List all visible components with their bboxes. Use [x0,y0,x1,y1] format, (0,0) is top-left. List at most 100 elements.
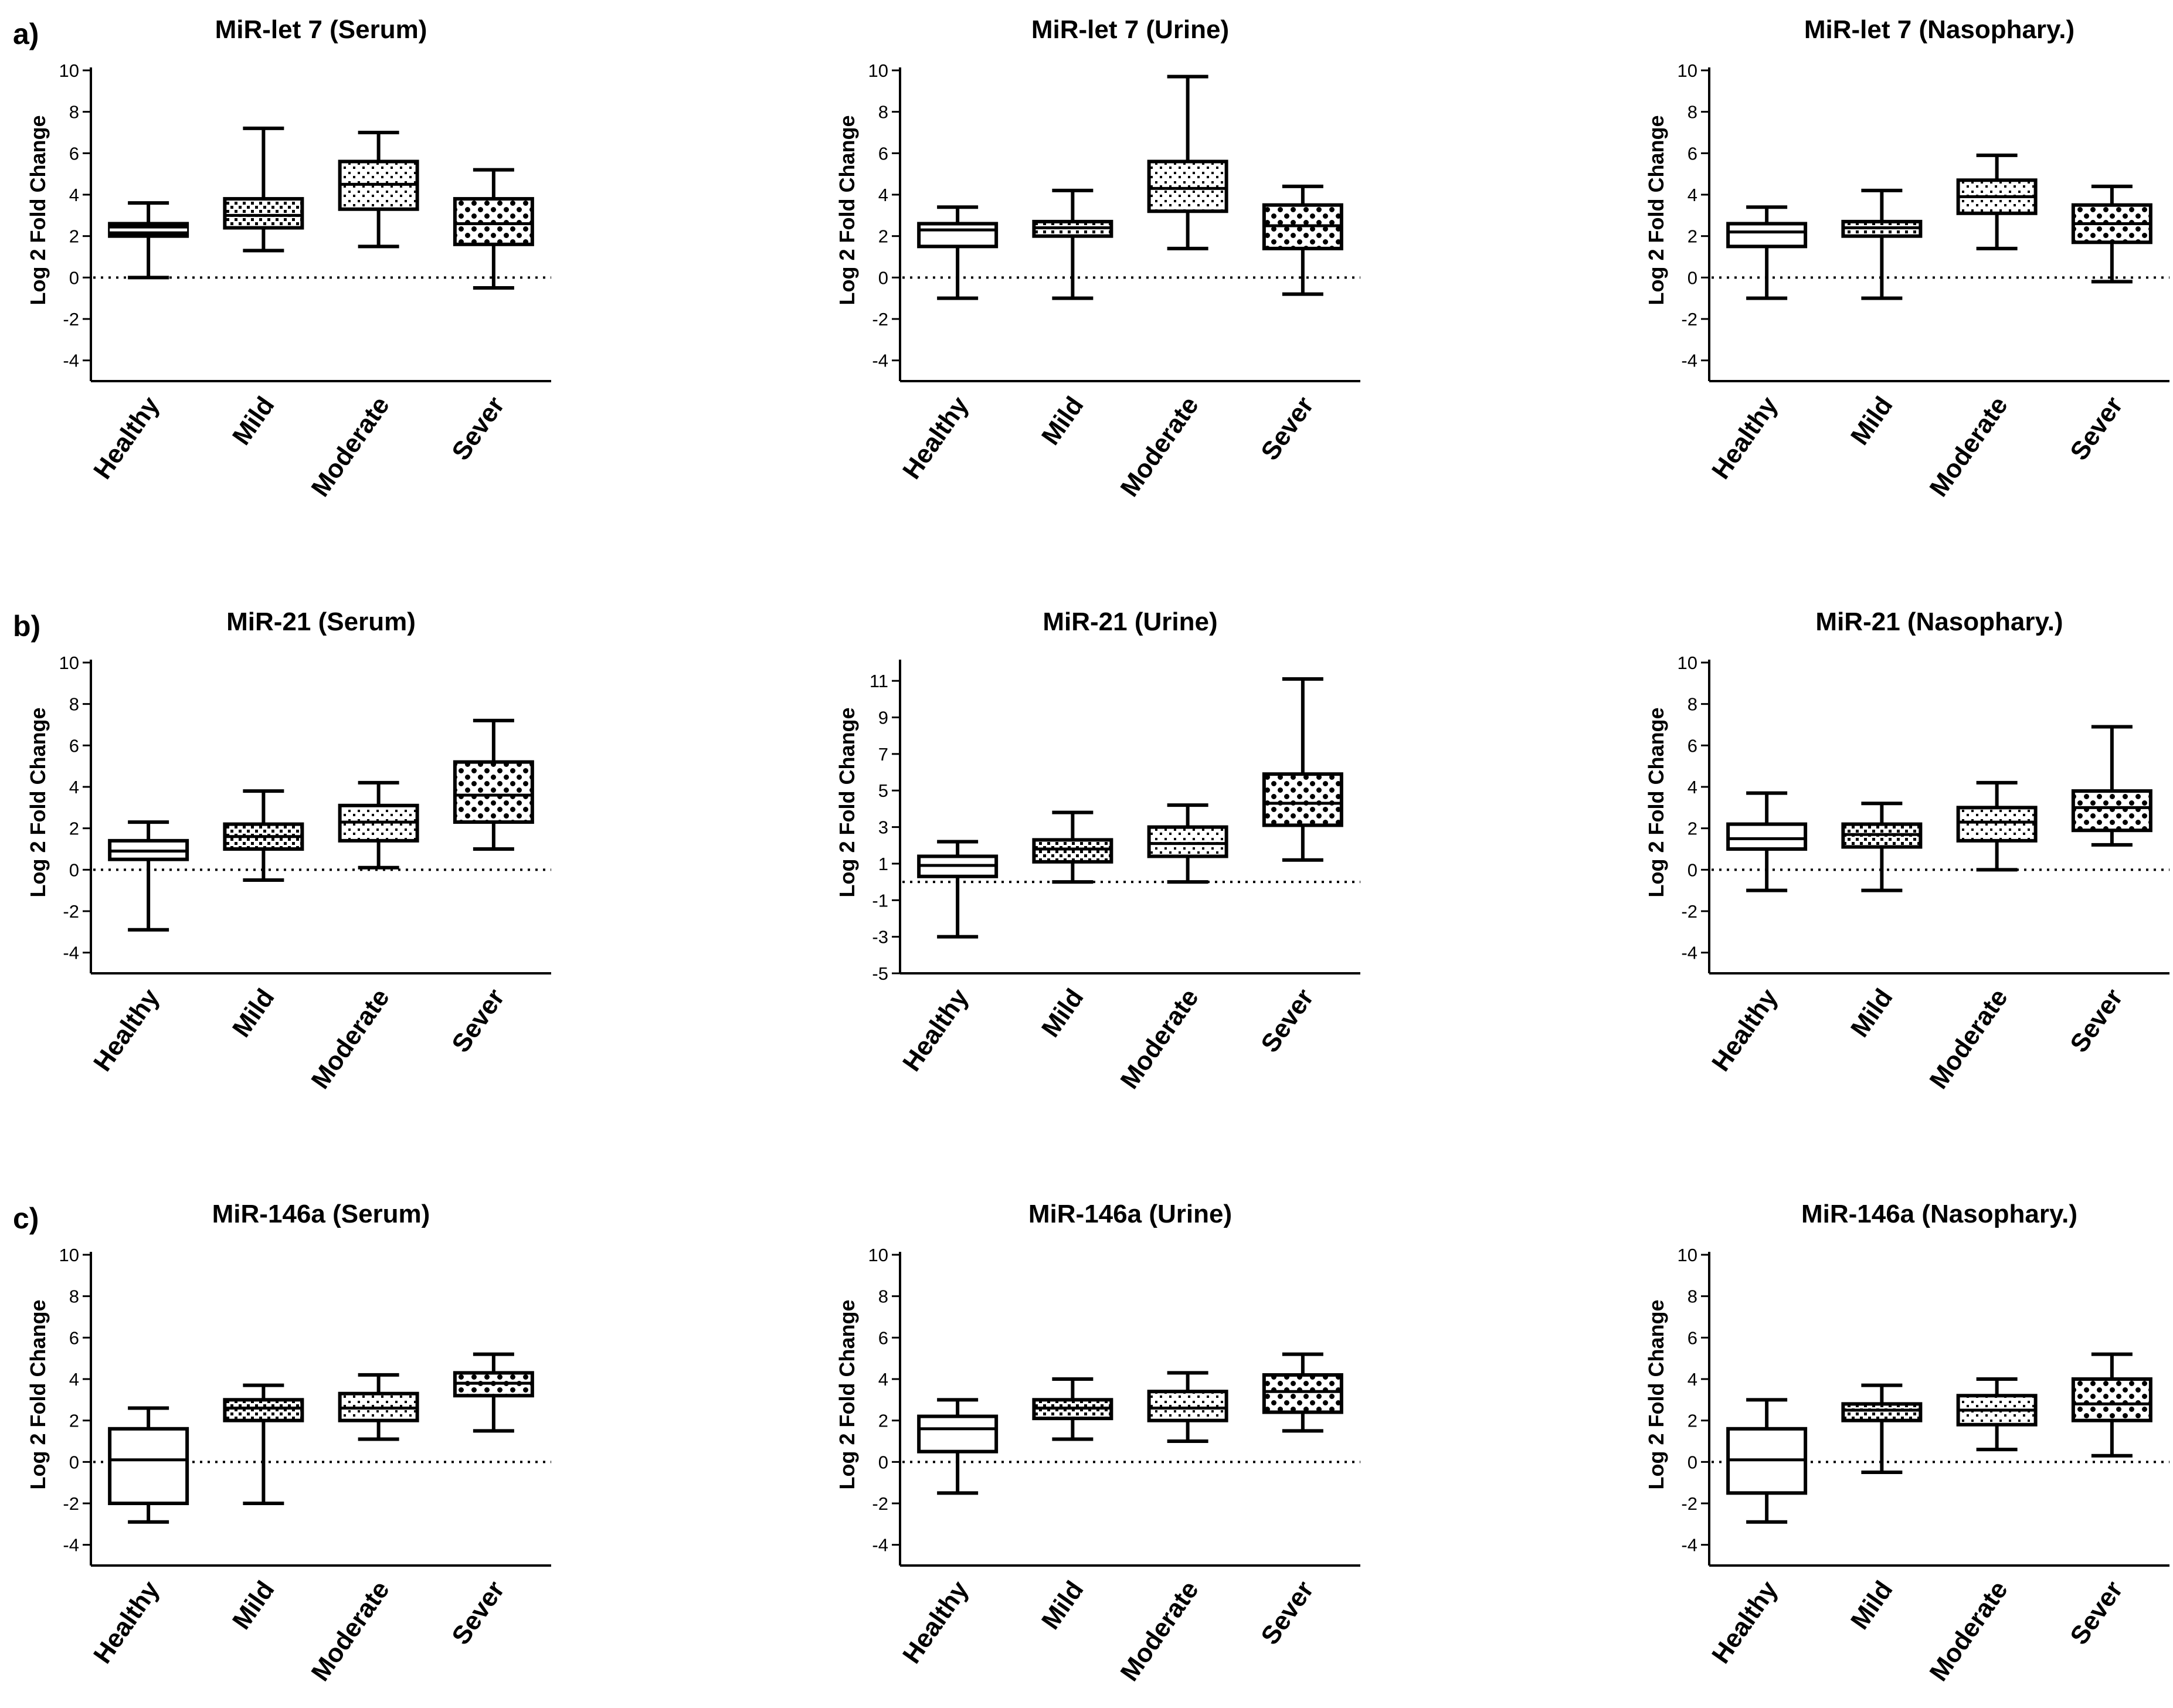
y-tick-label: 8 [1688,694,1697,715]
box-moderate [1956,1377,2038,1452]
box-mild [1841,188,1923,300]
y-tick-label: -4 [1681,1535,1697,1556]
y-axis-label: Log 2 Fold Change [1644,116,1668,305]
y-tick-label: -4 [872,351,888,371]
category-label: Moderate [1924,1576,2013,1686]
chart-title: MiR-let 7 (Urine) [1031,15,1229,44]
category-label: Mild [1845,1576,1899,1635]
y-tick-label: 4 [69,185,79,205]
category-label: Healthy [88,983,165,1077]
y-tick-label: -2 [1681,1493,1697,1514]
y-tick-label: 2 [69,1411,79,1431]
y-tick-label: 10 [1678,653,1697,673]
y-tick-label: -4 [1681,351,1697,371]
y-tick-label: 0 [1688,267,1697,288]
category-label: Healthy [1706,983,1784,1077]
chart-title: MiR-146a (Nasophary.) [1801,1200,2077,1228]
y-tick-label: 10 [1678,1245,1697,1265]
box-mild [1841,802,1923,892]
box-mild [1032,810,1113,884]
y-tick-label: 0 [878,267,888,288]
y-tick-label: -4 [63,351,79,371]
y-tick-label: 10 [868,60,888,81]
chart-title: MiR-let 7 (Nasophary.) [1804,15,2074,44]
category-label: Moderate [305,1576,395,1686]
chart-panel-3: MiR-let 7 (Nasophary.)Log 2 Fold Change-… [1644,15,2169,502]
category-label: Healthy [88,391,165,484]
box-healthy [1726,205,1808,300]
y-axis-label: Log 2 Fold Change [835,116,859,305]
y-tick-label: -2 [872,1493,888,1514]
chart-title: MiR-146a (Serum) [212,1200,430,1228]
y-tick-label: -2 [1681,309,1697,330]
category-label: Mild [1036,1576,1089,1635]
iqr-box [223,197,304,230]
box-sever [453,718,534,851]
y-tick-label: 6 [1688,143,1697,164]
y-tick-label: 0 [878,1452,888,1472]
y-axis-label: Log 2 Fold Change [26,116,50,305]
y-tick-label: 6 [1688,735,1697,756]
y-axis-label: Log 2 Fold Change [26,708,50,898]
y-tick-label: 2 [1688,226,1697,247]
y-tick-label: 6 [878,1327,888,1348]
chart-panel-7: MiR-146a (Serum) Log 2 Fold Change -4 -2 0 2 4… [26,1200,551,1686]
chart-panels: MiR-let 7 (Serum) Log 2 Fold Change -4 -2 0 2… [26,15,2169,1686]
y-tick-label: -2 [63,309,79,330]
y-tick-label: -3 [872,927,888,948]
box-healthy [1726,791,1808,892]
y-tick-label: 8 [69,102,79,123]
category-label: Sever [2065,392,2128,466]
category-label: Mild [227,984,280,1043]
iqr-box [917,222,999,249]
y-tick-label: 8 [878,1286,888,1307]
y-tick-label: 2 [69,226,79,247]
iqr-box [1726,822,1808,851]
y-tick-label: 10 [1678,60,1697,81]
iqr-box [453,760,534,824]
category-label: Healthy [897,983,975,1077]
y-tick-label: -4 [63,943,79,963]
y-tick-label: 2 [878,1411,888,1431]
box-moderate [1956,153,2038,250]
iqr-box [1841,1402,1923,1422]
y-axis-label: Log 2 Fold Change [835,1300,859,1490]
box-moderate [338,780,419,870]
category-label: Mild [227,1576,280,1635]
y-tick-label: 10 [59,60,79,81]
row-label-c: c) [13,1202,39,1235]
y-tick-label: 10 [59,653,79,673]
category-label: Healthy [88,1575,165,1669]
box-sever [1262,677,1343,862]
box-healthy [108,820,189,932]
y-tick-label: -1 [872,890,888,911]
iqr-box [1147,1390,1228,1422]
chart-title: MiR-21 (Nasophary.) [1815,607,2063,636]
y-tick-label: -2 [63,1493,79,1514]
y-tick-label: 11 [870,671,888,691]
category-label: Mild [1845,984,1899,1043]
y-tick-label: 7 [878,744,888,765]
y-tick-label: -2 [1681,901,1697,922]
chart-panel-9: MiR-146a (Nasophary.) Log 2 Fold Change -4… [1644,1200,2169,1686]
box-mild [223,126,304,253]
y-tick-label: 8 [878,102,888,123]
box-moderate [338,131,419,249]
category-label: Sever [1255,1576,1319,1650]
y-tick-label: 6 [69,735,79,756]
box-healthy [917,840,999,939]
y-tick-label: 10 [868,1245,888,1265]
y-tick-label: 0 [69,860,79,880]
chart-title: MiR-let 7 (Serum) [215,15,427,44]
y-tick-label: 6 [1688,1327,1697,1348]
iqr-box [1956,806,2038,843]
y-tick-label: 0 [1688,860,1697,880]
box-healthy [108,201,189,280]
category-label: Moderate [305,392,395,502]
y-tick-label: 2 [878,226,888,247]
y-axis-label: Log 2 Fold Change [26,1300,50,1490]
y-tick-label: 8 [69,1286,79,1307]
iqr-box [453,197,534,246]
category-label: Mild [1036,392,1089,450]
y-tick-label: 4 [878,1369,888,1390]
